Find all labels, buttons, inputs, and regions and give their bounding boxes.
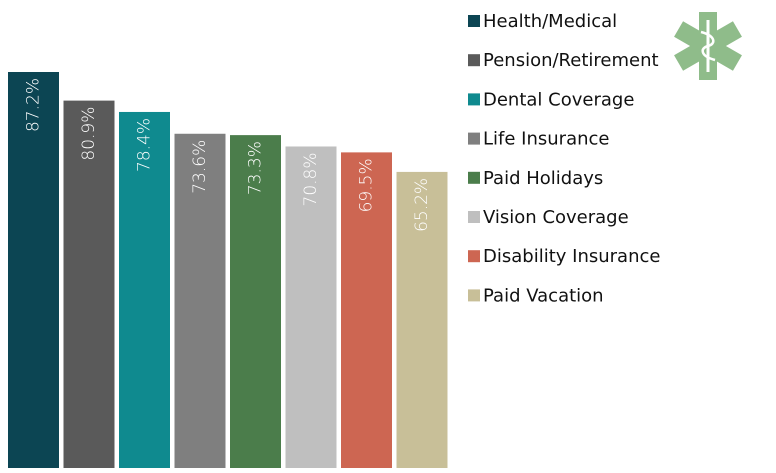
medical-icon [674, 12, 742, 80]
bar [285, 146, 337, 469]
legend-swatch [468, 54, 480, 67]
bar [396, 171, 448, 468]
legend-swatch [468, 289, 480, 302]
bar [8, 72, 59, 468]
legend-label: Life Insurance [483, 129, 609, 150]
legend-label: Paid Vacation [483, 285, 604, 306]
bar [119, 111, 170, 468]
value-label: 87.2% [24, 78, 44, 132]
legend-label: Dental Coverage [483, 89, 634, 110]
value-label: 73.6% [190, 140, 210, 194]
legend-label: Pension/Retirement [483, 50, 659, 71]
legend-swatch [468, 211, 480, 223]
legend-label: Vision Coverage [483, 207, 629, 228]
bar [63, 100, 115, 468]
bar [174, 133, 226, 468]
legend-label: Disability Insurance [483, 246, 660, 267]
legend-swatch [468, 250, 480, 263]
value-label: 69.5% [357, 158, 377, 212]
value-label: 78.4% [135, 118, 155, 172]
legend-label: Paid Holidays [483, 168, 603, 189]
value-label: 73.3% [246, 141, 266, 195]
value-label: 65.2% [412, 178, 432, 232]
bar [230, 135, 281, 469]
legend-swatch [468, 171, 480, 184]
legend-label: Health/Medical [483, 11, 617, 32]
value-label: 70.8% [301, 152, 321, 206]
legend-swatch [468, 15, 480, 27]
bar [341, 152, 392, 468]
legend-swatch [468, 132, 480, 145]
value-label: 80.9% [79, 107, 99, 161]
legend-swatch [468, 93, 480, 106]
